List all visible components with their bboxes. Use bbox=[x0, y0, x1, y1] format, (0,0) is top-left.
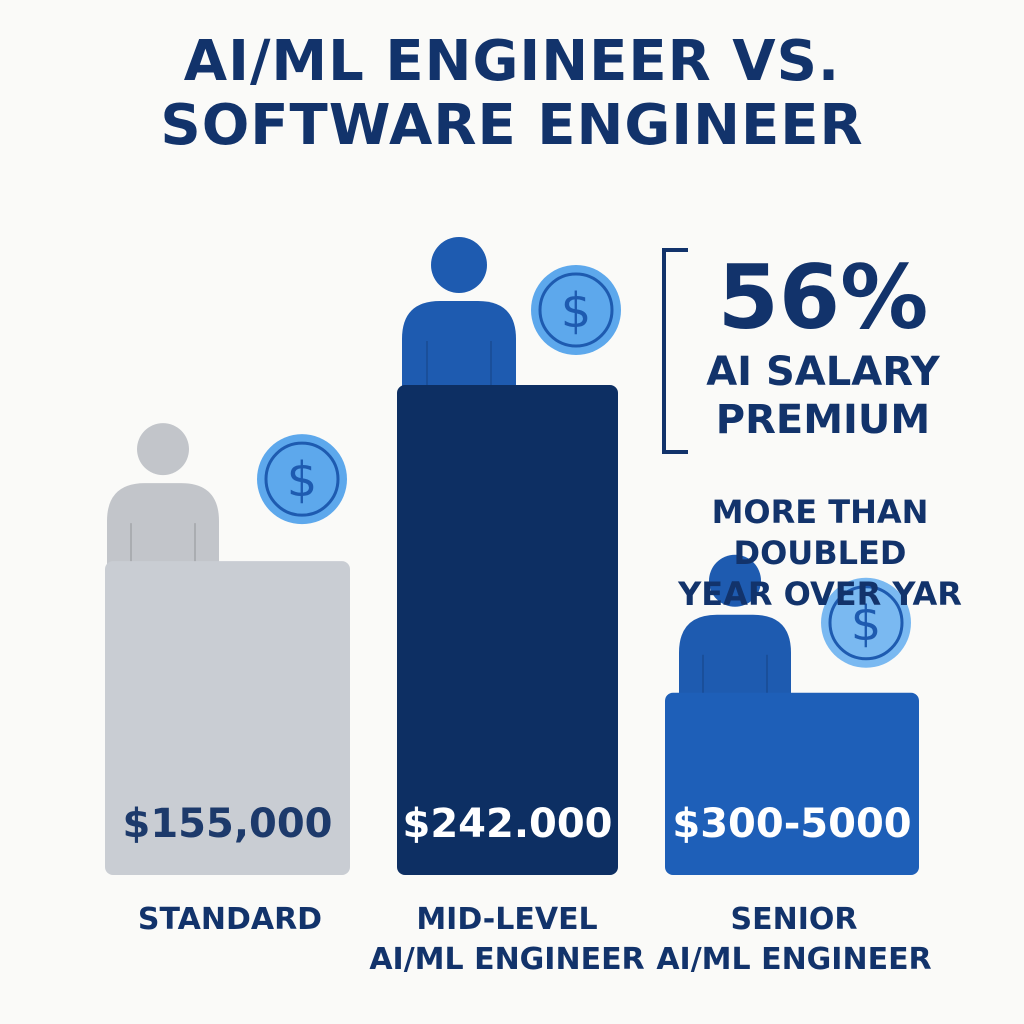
growth-note-line-3: YEAR OVER YAR bbox=[678, 575, 962, 613]
callout-bracket bbox=[662, 248, 688, 454]
person-head bbox=[137, 423, 189, 476]
bar-standard bbox=[105, 561, 350, 875]
title-line-2: SOFTWARE ENGINEER bbox=[160, 93, 864, 158]
dollar-coin-icon-standard: $ bbox=[257, 434, 347, 525]
chart-title: AI/ML ENGINEER VS. SOFTWARE ENGINEER bbox=[0, 30, 1024, 158]
coin-outer bbox=[821, 577, 911, 668]
category-label-mid-level-line-1: MID-LEVEL bbox=[416, 902, 598, 937]
person-head bbox=[431, 237, 487, 293]
growth-note-line-2: DOUBLED bbox=[733, 534, 907, 572]
coin-outer bbox=[531, 265, 621, 355]
bar-value-label-mid-level: $242.000 bbox=[402, 801, 612, 847]
growth-note: MORE THAN DOUBLED YEAR OVER YAR bbox=[670, 492, 970, 615]
coin-dollar-sign: $ bbox=[851, 596, 882, 652]
bar-value-label-senior: $300-5000 bbox=[672, 801, 911, 847]
category-label-senior: SENIOR AI/ML ENGINEER bbox=[644, 900, 944, 980]
bar-value-label-standard: $155,000 bbox=[122, 801, 332, 847]
coin-dollar-sign: $ bbox=[561, 283, 592, 339]
category-label-standard-line-1: STANDARD bbox=[137, 902, 323, 937]
dollar-coin-icon-senior: $ bbox=[821, 577, 911, 668]
coin-dollar-sign: $ bbox=[287, 452, 318, 508]
coin-ring bbox=[538, 272, 614, 348]
premium-line-2: PREMIUM bbox=[715, 397, 931, 443]
title-line-1: AI/ML ENGINEER VS. bbox=[183, 29, 841, 94]
category-label-standard: STANDARD bbox=[80, 900, 380, 940]
coin-outer bbox=[257, 434, 347, 525]
growth-note-line-1: MORE THAN bbox=[711, 493, 929, 531]
coin-ring bbox=[264, 441, 340, 517]
category-label-senior-line-2: AI/ML ENGINEER bbox=[656, 942, 932, 977]
premium-line-1: AI SALARY bbox=[706, 349, 940, 395]
coin-ring bbox=[828, 585, 904, 661]
category-label-mid-level-line-2: AI/ML ENGINEER bbox=[369, 942, 645, 977]
bar-mid-level bbox=[397, 385, 618, 875]
person-head bbox=[709, 554, 761, 607]
bar-senior bbox=[665, 692, 919, 875]
category-label-senior-line-1: SENIOR bbox=[730, 902, 858, 937]
dollar-coin-icon-mid-level: $ bbox=[531, 265, 621, 355]
category-label-mid-level: MID-LEVEL AI/ML ENGINEER bbox=[357, 900, 657, 980]
premium-percent: 56% bbox=[717, 246, 929, 349]
salary-premium-callout: 56% AI SALARY PREMIUM bbox=[688, 248, 958, 444]
